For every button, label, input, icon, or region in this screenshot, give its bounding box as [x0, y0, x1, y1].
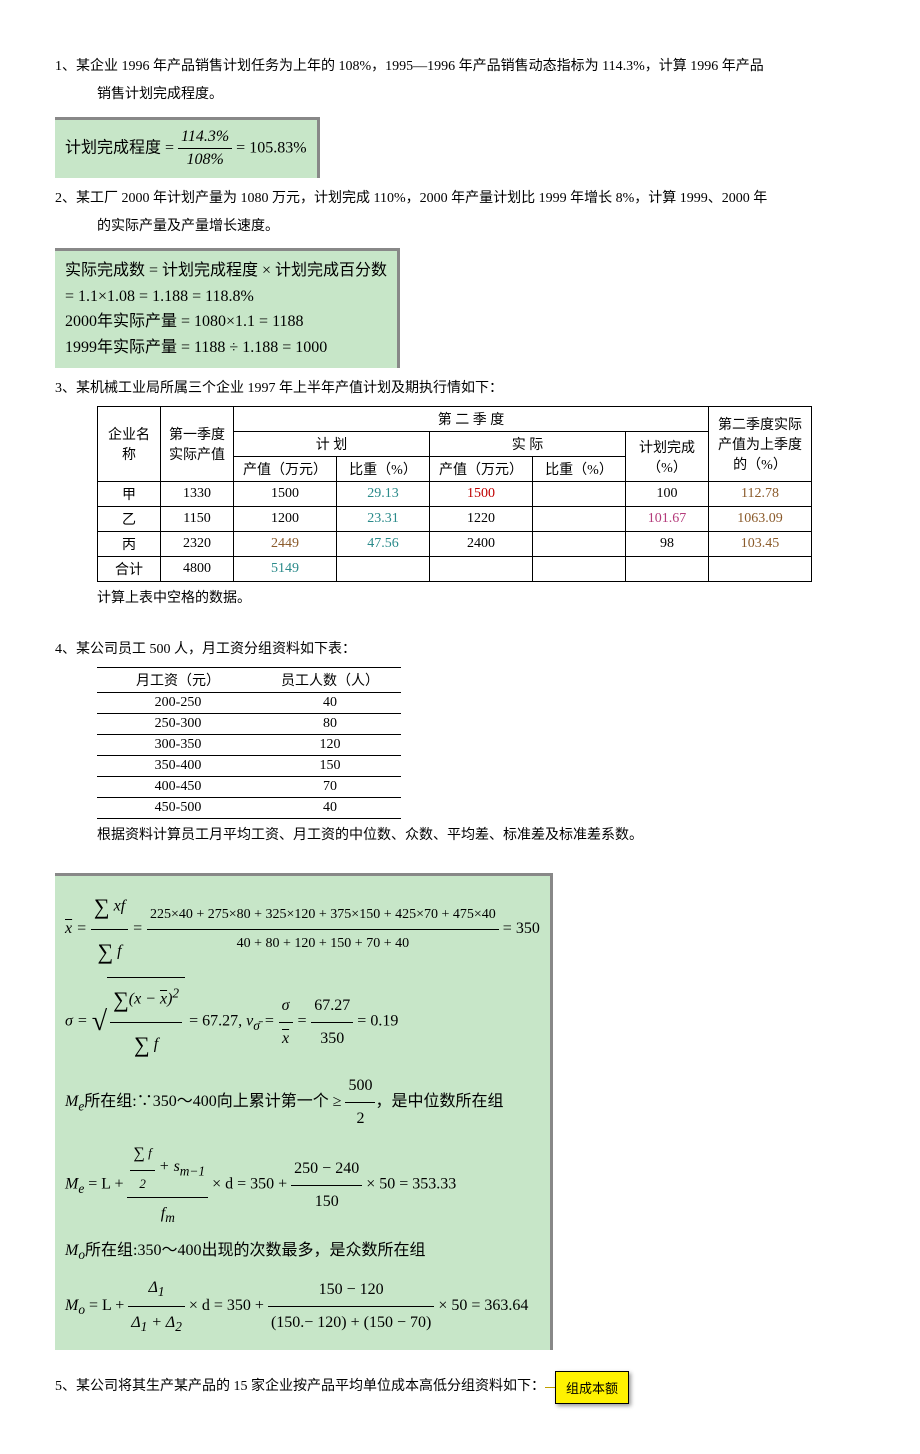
table-row: 企业名称 第一季度实际产值 第 二 季 度 第二季度实际产值为上季度的（%）	[98, 407, 812, 432]
q1-line1: 1、某企业 1996 年产品销售计划任务为上年的 108%，1995—1996 …	[55, 56, 865, 78]
table-row: 350-400150	[97, 756, 401, 777]
q5-row: 5、某公司将其生产某产品的 15 家企业按产品平均单位成本高低分组资料如下： 组…	[55, 1370, 865, 1404]
table-row: 丙2320244947.56240098103.45	[98, 532, 812, 557]
q4-text: 4、某公司员工 500 人，月工资分组资料如下表：	[55, 639, 865, 661]
q1-line2: 销售计划完成程度。	[55, 84, 865, 106]
table-row: 250-30080	[97, 714, 401, 735]
table-row: 400-45070	[97, 777, 401, 798]
q2-line1: 2、某工厂 2000 年计划产量为 1080 万元，计划完成 110%，2000…	[55, 188, 865, 210]
q2-formula: 实际完成数 = 计划完成程度 × 计划完成百分数 = 1.1×1.08 = 1.…	[55, 248, 400, 368]
q5-text: 5、某公司将其生产某产品的 15 家企业按产品平均单位成本高低分组资料如下：	[55, 1376, 545, 1398]
q4-formula: x = ∑ xf∑ f = 225×40 + 275×80 + 325×120 …	[55, 873, 553, 1349]
comment-box: 组成本额	[555, 1371, 629, 1404]
q3-table: 企业名称 第一季度实际产值 第 二 季 度 第二季度实际产值为上季度的（%） 计…	[97, 406, 812, 582]
q2-line2: 的实际产量及产量增长速度。	[55, 216, 865, 238]
q3-note: 计算上表中空格的数据。	[55, 588, 865, 610]
table-row: 甲1330150029.131500100112.78	[98, 482, 812, 507]
table-row: 乙1150120023.311220101.671063.09	[98, 507, 812, 532]
q4-note: 根据资料计算员工月平均工资、月工资的中位数、众数、平均差、标准差及标准差系数。	[55, 825, 865, 847]
table-row: 450-50040	[97, 798, 401, 819]
table-row: 合计48005149	[98, 557, 812, 582]
q1-formula: 计划完成程度 = 114.3%108% = 105.83%	[55, 117, 320, 178]
q4-table: 月工资（元） 员工人数（人） 200-25040250-30080300-350…	[97, 667, 401, 819]
table-row: 200-25040	[97, 693, 401, 714]
table-row: 月工资（元） 员工人数（人）	[97, 668, 401, 693]
comment-refline	[545, 1386, 555, 1388]
table-row: 300-350120	[97, 735, 401, 756]
q3-text: 3、某机械工业局所属三个企业 1997 年上半年产值计划及期执行情如下：	[55, 378, 865, 400]
